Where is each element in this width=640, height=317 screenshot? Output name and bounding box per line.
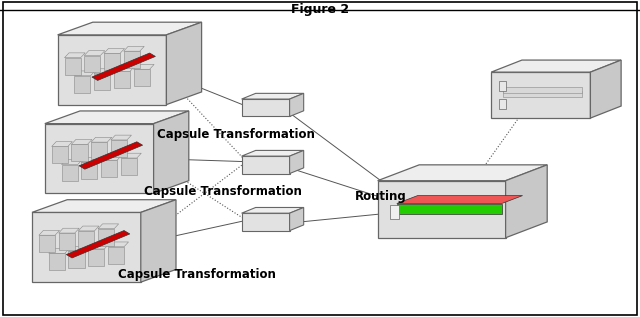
- Polygon shape: [242, 99, 289, 116]
- Polygon shape: [88, 244, 109, 249]
- Polygon shape: [45, 111, 189, 124]
- Polygon shape: [121, 158, 137, 175]
- Polygon shape: [45, 124, 154, 193]
- Polygon shape: [72, 139, 92, 144]
- Polygon shape: [242, 151, 304, 156]
- Polygon shape: [289, 207, 304, 231]
- Polygon shape: [114, 71, 130, 88]
- Polygon shape: [68, 246, 89, 251]
- Polygon shape: [499, 81, 506, 91]
- Polygon shape: [108, 242, 129, 247]
- Polygon shape: [59, 228, 79, 233]
- Polygon shape: [114, 67, 134, 71]
- Polygon shape: [39, 235, 55, 252]
- Polygon shape: [104, 49, 125, 53]
- Polygon shape: [58, 35, 166, 105]
- Polygon shape: [590, 60, 621, 118]
- Polygon shape: [378, 181, 506, 238]
- Polygon shape: [94, 69, 115, 74]
- Polygon shape: [68, 251, 84, 268]
- Polygon shape: [499, 99, 506, 109]
- Polygon shape: [65, 58, 81, 74]
- Polygon shape: [289, 151, 304, 174]
- Polygon shape: [289, 93, 304, 116]
- Text: Routing: Routing: [355, 190, 407, 203]
- Polygon shape: [111, 135, 131, 140]
- Polygon shape: [101, 160, 117, 177]
- Polygon shape: [121, 153, 141, 158]
- Polygon shape: [492, 72, 590, 118]
- Polygon shape: [32, 212, 141, 282]
- Polygon shape: [124, 51, 140, 68]
- Polygon shape: [52, 142, 72, 146]
- Polygon shape: [78, 226, 99, 231]
- Text: Figure 2: Figure 2: [291, 3, 349, 16]
- Polygon shape: [101, 155, 122, 160]
- Polygon shape: [74, 76, 90, 93]
- Polygon shape: [58, 22, 202, 35]
- Polygon shape: [94, 74, 110, 90]
- Polygon shape: [49, 249, 69, 253]
- Polygon shape: [32, 200, 176, 212]
- Polygon shape: [503, 91, 582, 97]
- Polygon shape: [61, 165, 77, 181]
- Polygon shape: [65, 53, 85, 58]
- Polygon shape: [503, 87, 582, 93]
- Polygon shape: [84, 51, 105, 55]
- Polygon shape: [108, 247, 124, 264]
- Polygon shape: [134, 64, 154, 69]
- Polygon shape: [104, 53, 120, 70]
- Text: Capsule Transformation: Capsule Transformation: [118, 268, 276, 281]
- Polygon shape: [242, 93, 304, 99]
- Polygon shape: [81, 158, 102, 162]
- Polygon shape: [98, 224, 118, 229]
- Text: Capsule Transformation: Capsule Transformation: [157, 128, 315, 141]
- Polygon shape: [390, 205, 399, 219]
- Polygon shape: [506, 165, 547, 238]
- Polygon shape: [242, 207, 304, 213]
- Polygon shape: [74, 71, 95, 76]
- Polygon shape: [397, 204, 502, 214]
- Text: Capsule Transformation: Capsule Transformation: [144, 185, 302, 198]
- Polygon shape: [81, 162, 97, 179]
- Polygon shape: [91, 137, 112, 142]
- Polygon shape: [91, 142, 108, 159]
- Polygon shape: [78, 231, 95, 248]
- Polygon shape: [49, 253, 65, 270]
- Polygon shape: [397, 196, 522, 204]
- Polygon shape: [242, 213, 289, 231]
- Polygon shape: [242, 156, 289, 174]
- Polygon shape: [67, 230, 130, 258]
- Polygon shape: [52, 146, 68, 163]
- Polygon shape: [39, 230, 60, 235]
- Polygon shape: [134, 69, 150, 86]
- Polygon shape: [92, 53, 156, 81]
- Polygon shape: [166, 22, 202, 105]
- Polygon shape: [84, 55, 100, 72]
- Polygon shape: [154, 111, 189, 193]
- Polygon shape: [141, 200, 176, 282]
- Polygon shape: [79, 142, 143, 169]
- Polygon shape: [98, 229, 114, 246]
- Polygon shape: [111, 140, 127, 157]
- Polygon shape: [59, 233, 75, 250]
- Polygon shape: [492, 60, 621, 72]
- Polygon shape: [88, 249, 104, 266]
- Polygon shape: [72, 144, 88, 161]
- Polygon shape: [124, 46, 144, 51]
- Polygon shape: [61, 160, 82, 165]
- Polygon shape: [378, 165, 547, 181]
